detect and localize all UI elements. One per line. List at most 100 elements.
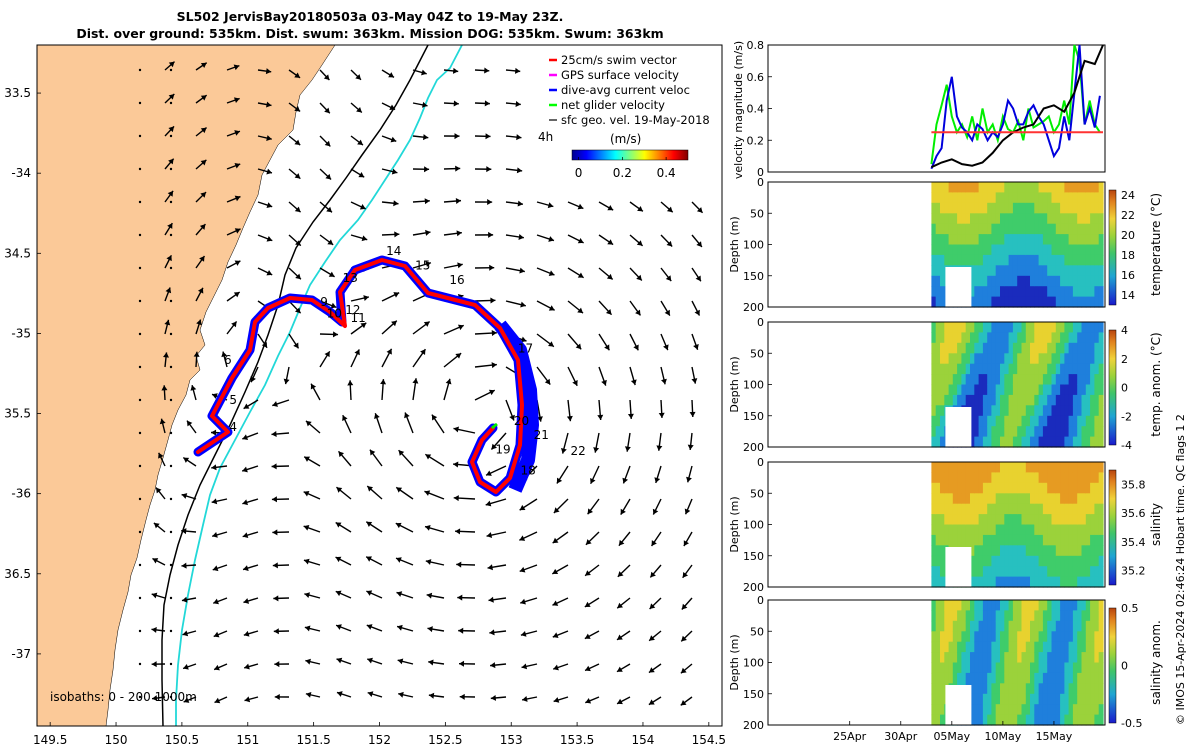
section-cell (1047, 503, 1053, 515)
section-cell (935, 223, 941, 235)
section-cell (940, 384, 945, 396)
section-cell (974, 672, 980, 684)
section-cell (948, 672, 954, 684)
section-cell (1047, 524, 1053, 536)
section-cell (1060, 693, 1065, 705)
velocity-arrowhead (221, 351, 228, 358)
section-cell (1021, 514, 1027, 526)
velocity-arrowhead (488, 596, 494, 603)
section-cell (1038, 286, 1044, 298)
section-cell (1004, 405, 1010, 417)
section-cell (1094, 683, 1100, 695)
section-cell (1090, 672, 1095, 684)
section-cell (1012, 493, 1018, 505)
section-cell (1098, 353, 1104, 365)
section-cell (1098, 545, 1104, 557)
section-cell (1000, 223, 1005, 235)
velocity-dot (169, 266, 173, 270)
velocity-arrowhead (518, 234, 524, 240)
section-cell (1030, 394, 1035, 406)
section-cell (991, 524, 997, 536)
velocity-dot (169, 629, 173, 633)
section-cell (1025, 493, 1031, 505)
section-cell (1047, 265, 1053, 277)
section-cell (1021, 545, 1027, 557)
section-cell (1017, 600, 1023, 611)
dive-avg-current-band-east (494, 320, 539, 493)
section-cell (940, 641, 945, 653)
section-cell (982, 286, 988, 298)
section-cell (1094, 254, 1100, 266)
section-cell (1060, 426, 1065, 438)
section-cell (931, 472, 937, 484)
section-cell (1064, 714, 1070, 726)
section-cell (1021, 244, 1027, 256)
section-cell (1004, 286, 1010, 298)
section-cell (1051, 493, 1057, 505)
section-cell (944, 472, 950, 484)
velocity-arrowhead (367, 486, 374, 492)
velocity-arrowhead (167, 223, 173, 229)
section-cell (1072, 462, 1078, 473)
section-cell (1051, 192, 1057, 204)
section-cell (1017, 363, 1023, 375)
day-label: 4 (229, 420, 237, 434)
section-cell (1094, 693, 1100, 705)
section-cell (1008, 641, 1014, 653)
section-cell (1038, 641, 1044, 653)
section-cell (1072, 384, 1078, 396)
section-cell (1090, 631, 1095, 643)
imos-side-note: © IMOS 15-Apr-2024 02:46:24 Hobart time.… (1174, 414, 1187, 725)
net-glider-velocity-mark (491, 422, 498, 430)
section-cell (957, 503, 962, 515)
section-cell (1055, 275, 1061, 287)
section-cell (1055, 265, 1061, 277)
section-cell (974, 405, 980, 417)
section-cell (1072, 514, 1078, 526)
section-cell (940, 275, 945, 287)
section-cell (961, 363, 967, 375)
section-cell (1021, 234, 1027, 246)
section-cell (957, 641, 962, 653)
section-cell (1004, 545, 1010, 557)
velocity-arrowhead (452, 67, 459, 74)
section-cell (987, 223, 993, 235)
section-cell (1030, 683, 1035, 695)
velocity-arrowhead (577, 237, 584, 244)
velocity-dot (138, 530, 142, 534)
section-cell (991, 384, 997, 396)
section-cell (948, 534, 954, 546)
section-cell (1060, 683, 1065, 695)
velocity-arrowhead (335, 522, 342, 528)
section-cell (970, 296, 975, 308)
velocity-arrowhead (393, 200, 399, 207)
section-cell (931, 693, 937, 705)
section-cell (940, 534, 945, 546)
section-cell (1098, 405, 1104, 417)
velocity-arrowhead (272, 529, 278, 536)
section-cell (1042, 322, 1048, 333)
section-cell (1098, 275, 1104, 287)
velocity-arrowhead (243, 630, 250, 637)
map-x-tick-label: 154.5 (692, 733, 726, 747)
velocity-arrowhead (553, 507, 560, 513)
section-cell (1030, 672, 1035, 684)
section-cell (1081, 652, 1087, 664)
section-cell (1004, 384, 1010, 396)
section-cell (1064, 202, 1070, 214)
velocity-arrowhead (696, 207, 703, 213)
section-cell (1077, 202, 1083, 214)
section-cell (995, 534, 1001, 546)
section-cell (1060, 704, 1065, 716)
section-cell (1055, 363, 1061, 375)
section-cell (1042, 503, 1048, 515)
velocity-arrowhead (361, 235, 368, 242)
section-cell (1072, 600, 1078, 611)
section-cell (1068, 610, 1074, 622)
section-cell (1030, 436, 1035, 448)
section-cell (961, 641, 967, 653)
section-cell (970, 514, 975, 526)
section-cell (944, 600, 950, 611)
section-cell (1008, 472, 1014, 484)
section-cell (1021, 693, 1027, 705)
